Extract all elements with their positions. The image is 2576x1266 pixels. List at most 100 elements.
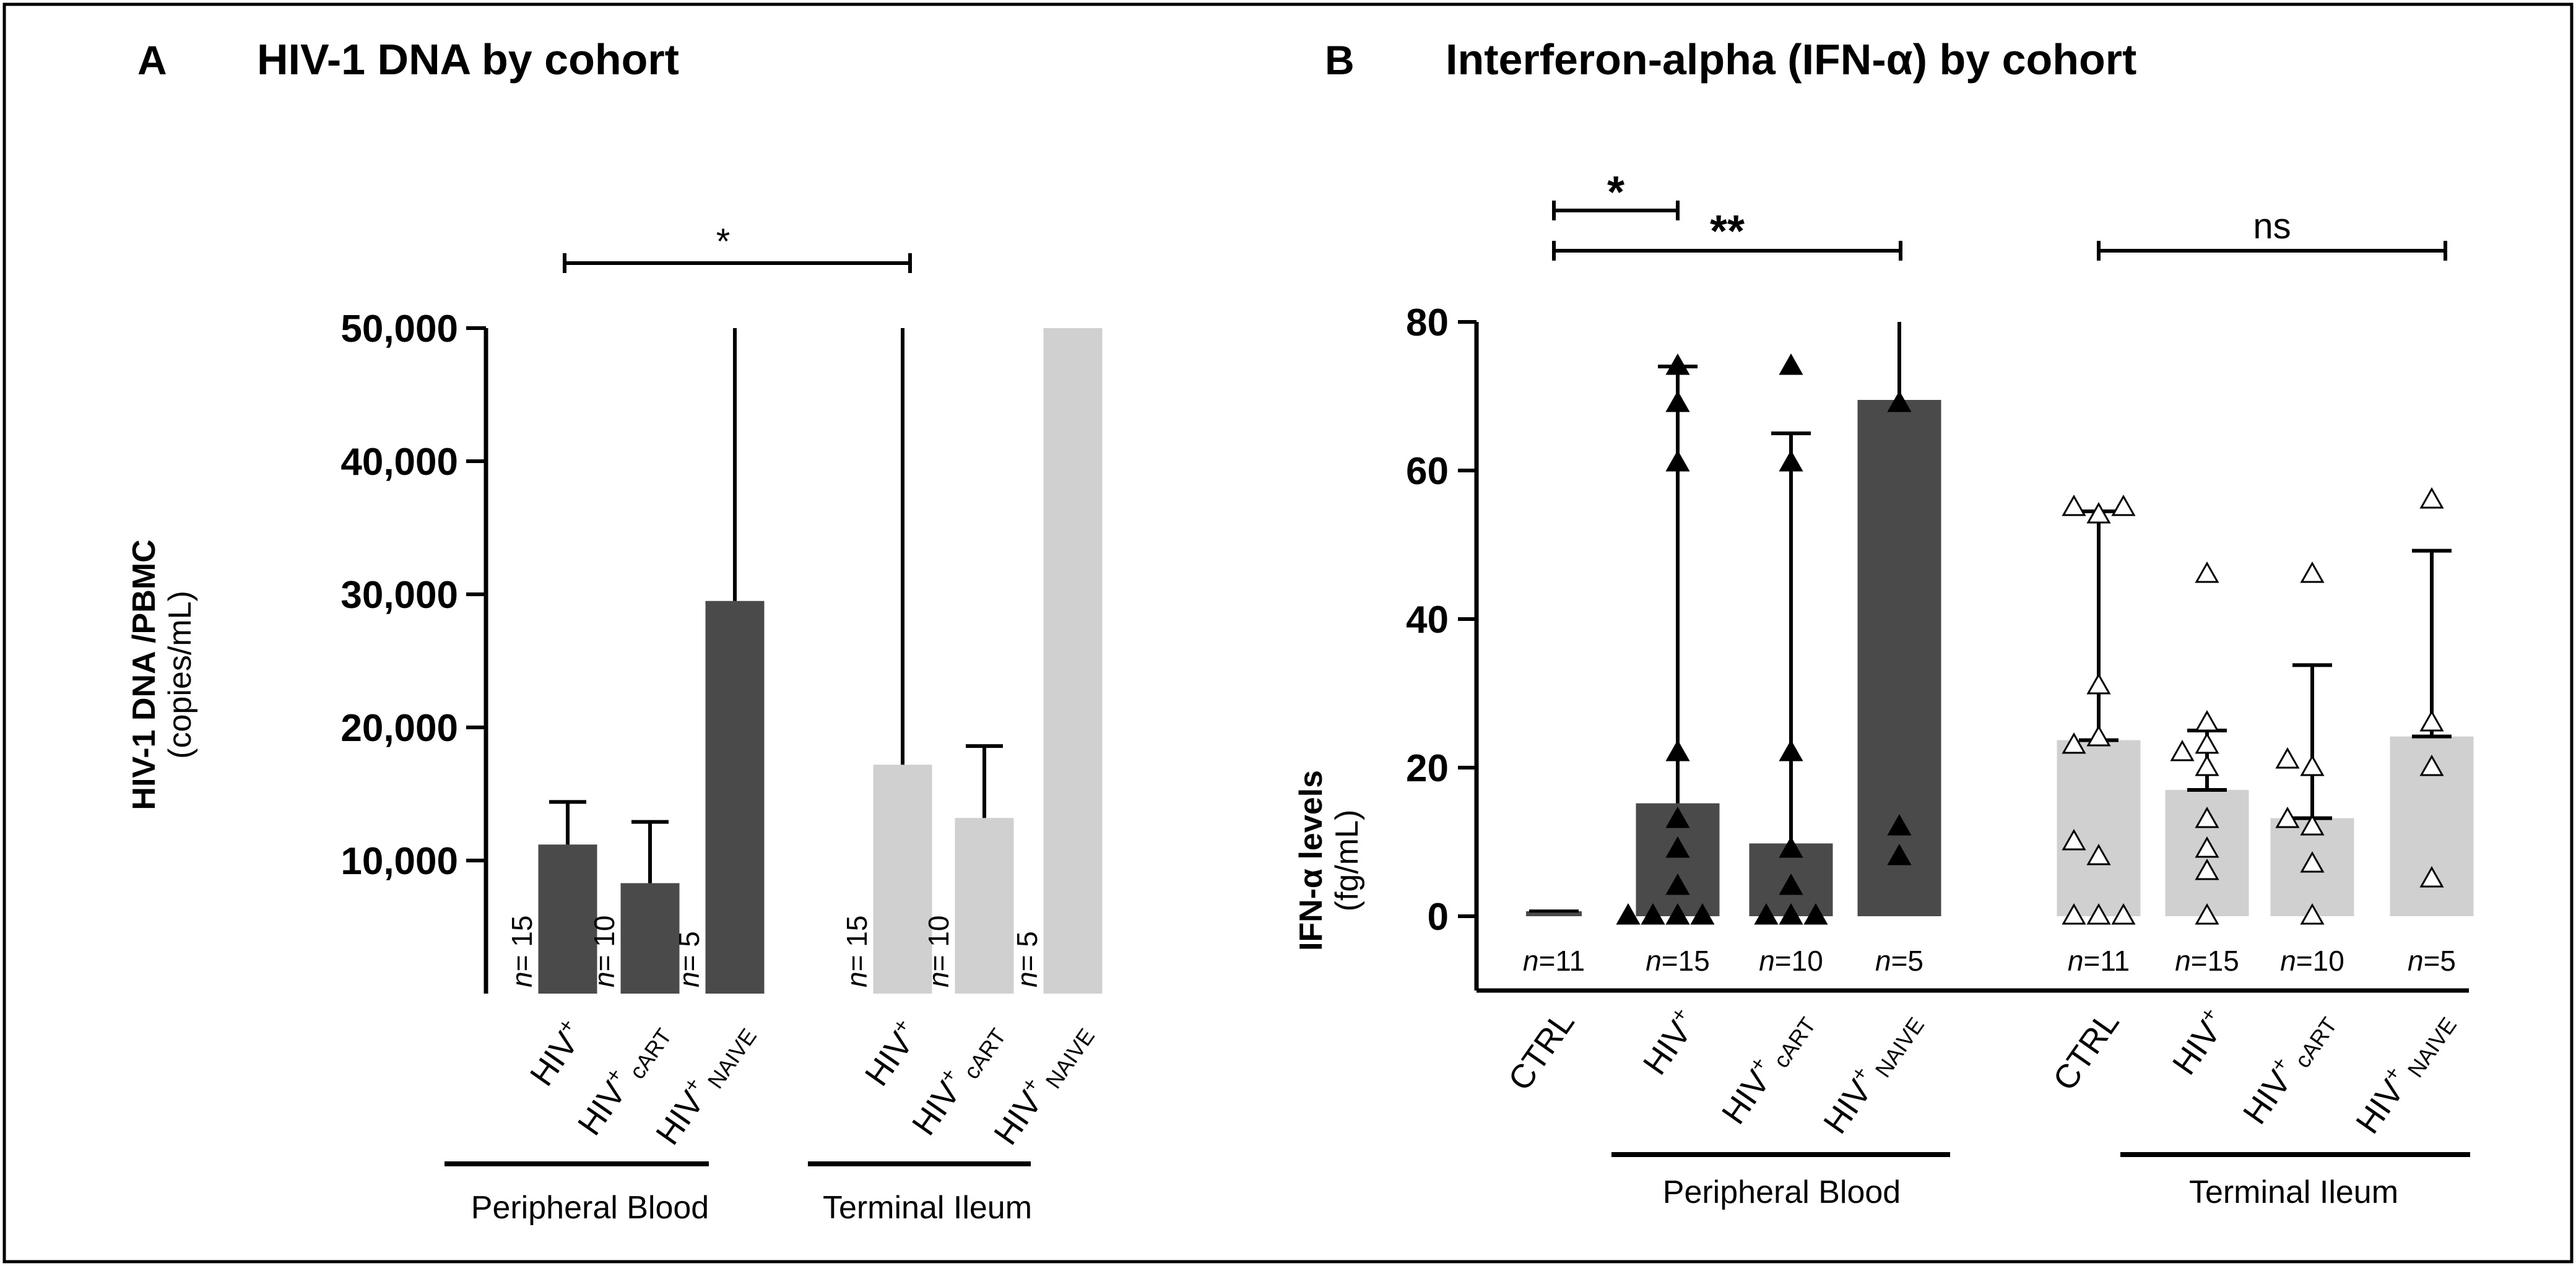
panel-b-data-point (2086, 672, 2111, 695)
panel-a-group-label: Peripheral Blood (471, 1190, 709, 1226)
panel-a-n-prefix: n (506, 971, 538, 987)
panel-b-data-point (2300, 903, 2325, 925)
panel-b-significance-label: ns (2253, 206, 2291, 246)
panel-a-n-rest: = 15 (506, 916, 538, 972)
panel-b-data-point (1665, 806, 1690, 828)
panel-b-data-point (2195, 903, 2219, 925)
panel-b-ylabel-unit: (fg/mL) (1329, 810, 1365, 912)
panel-a-n-label: n= 15 (841, 916, 873, 987)
panel-b-n-prefix: n (2068, 945, 2084, 977)
panel-b-n-prefix: n (1875, 945, 1891, 977)
panel-b-ytick-label: 80 (1406, 301, 1449, 344)
panel-b-data-point (2195, 806, 2219, 828)
panel-b-data-point (2300, 851, 2325, 873)
panel-b-bar (2057, 740, 2141, 916)
panel-a-group-label: Terminal Ileum (823, 1190, 1032, 1226)
panel-b-n-label: n=5 (2408, 945, 2456, 977)
panel-a-n-rest: = 5 (673, 931, 705, 971)
panel-a-n-rest: = 10 (922, 916, 955, 972)
panel-a-n-prefix: n (588, 971, 620, 987)
panel-b-ytick-label: 60 (1406, 450, 1449, 493)
panel-b-data-point (2086, 501, 2111, 524)
panel-b-data-point (1754, 903, 1779, 925)
panel-b-data-point (2275, 806, 2300, 828)
panel-b-data-point (2419, 754, 2444, 776)
panel-b-bar (1526, 911, 1582, 916)
panel-b-data-point (1665, 739, 1690, 761)
panel-b-data-point (1690, 903, 1715, 925)
panel-b-data-point (2062, 828, 2086, 851)
panel-b-ytick-label: 40 (1406, 599, 1449, 641)
panel-b-data-point (1887, 390, 1912, 412)
panel-b-data-point (1887, 813, 1912, 836)
panel-b-significance-label: * (1607, 168, 1624, 217)
panel-b-data-point (1665, 449, 1690, 472)
panel-b-data-point (1779, 449, 1803, 472)
panel-b-data-point (1779, 836, 1803, 858)
panel-b-data-point (1641, 903, 1665, 925)
panel-b-n-rest: =15 (1662, 945, 1710, 977)
panel-b-data-point (1665, 390, 1690, 412)
panel-b-n-rest: =10 (2296, 945, 2344, 977)
panel-b-data-point (2300, 813, 2325, 836)
panel-a-bar (1043, 328, 1103, 994)
panel-a-bar (538, 844, 597, 994)
panel-a-n-prefix: n (673, 971, 705, 987)
panel-a-ylabel: HIV-1 DNA /PBMC (126, 539, 162, 810)
panel-b-data-point (2062, 494, 2086, 516)
panel-b-data-point (2195, 836, 2219, 858)
panel-b-data-point (2419, 865, 2444, 888)
panel-a-n-prefix: n (922, 971, 955, 987)
panel-b-data-point (1665, 903, 1690, 925)
panel-b-data-point (2086, 843, 2111, 865)
panel-b-data-point (2195, 732, 2219, 754)
panel-b-n-label: n=10 (2280, 945, 2344, 977)
panel-a-ytick-label: 30,000 (340, 574, 458, 617)
panel-b-data-point (2300, 754, 2325, 776)
panel-b-data-point (1779, 353, 1803, 375)
panel-b-n-label: n=10 (1759, 945, 1823, 977)
panel-b-n-prefix: n (2175, 945, 2191, 977)
panel-b-group-label: Terminal Ileum (2189, 1174, 2398, 1210)
panel-b-n-rest: =5 (1891, 945, 1923, 977)
panel-a-ytick-label: 40,000 (340, 441, 458, 483)
panel-b-n-prefix: n (1646, 945, 1662, 977)
panel-b-data-point (2062, 732, 2086, 754)
panel-b-data-point (2086, 903, 2111, 925)
panel-b-data-point (1665, 873, 1690, 895)
panel-b-n-rest: =5 (2424, 945, 2456, 977)
panel-a-title: HIV-1 DNA by cohort (257, 35, 679, 84)
panel-b-data-point (2111, 903, 2136, 925)
panel-b-group-label: Peripheral Blood (1663, 1174, 1901, 1210)
panel-b-n-prefix: n (1759, 945, 1775, 977)
panel-a-n-label: n= 5 (673, 931, 705, 987)
panel-a-n-label: n= 10 (922, 916, 955, 987)
panel-b-data-point (2195, 709, 2219, 732)
panel-a-n-label: n= 15 (506, 916, 538, 987)
panel-a-n-rest: = 5 (1011, 931, 1043, 971)
panel-b-bar (1857, 400, 1941, 916)
panel-b-n-rest: =15 (2191, 945, 2239, 977)
panel-b-data-point (2062, 903, 2086, 925)
panel-b-n-rest: =10 (1775, 945, 1823, 977)
panel-a-n-rest: = 15 (841, 916, 873, 972)
panel-a-bar (873, 765, 932, 994)
panel-a-n-prefix: n (841, 971, 873, 987)
panel-b-data-point (2111, 494, 2136, 516)
panel-b-n-label: n=11 (2068, 945, 2130, 977)
panel-b-data-point (1779, 873, 1803, 895)
panel-b-data-point (2195, 561, 2219, 583)
panel-b-n-label: n=5 (1875, 945, 1923, 977)
panel-b-ytick-label: 0 (1428, 896, 1449, 939)
panel-a-n-label: n= 10 (588, 916, 620, 987)
panel-b-n-label: n=11 (1523, 945, 1585, 977)
panel-b-data-point (2300, 561, 2325, 583)
panel-b-n-prefix: n (2408, 945, 2424, 977)
panel-b-data-point (2195, 858, 2219, 880)
panel-a-ytick-label: 10,000 (340, 840, 458, 883)
panel-a-ylabel-unit: (copies/mL) (162, 591, 198, 759)
panel-a-bar (705, 600, 765, 994)
panel-b-data-point (1665, 353, 1690, 375)
